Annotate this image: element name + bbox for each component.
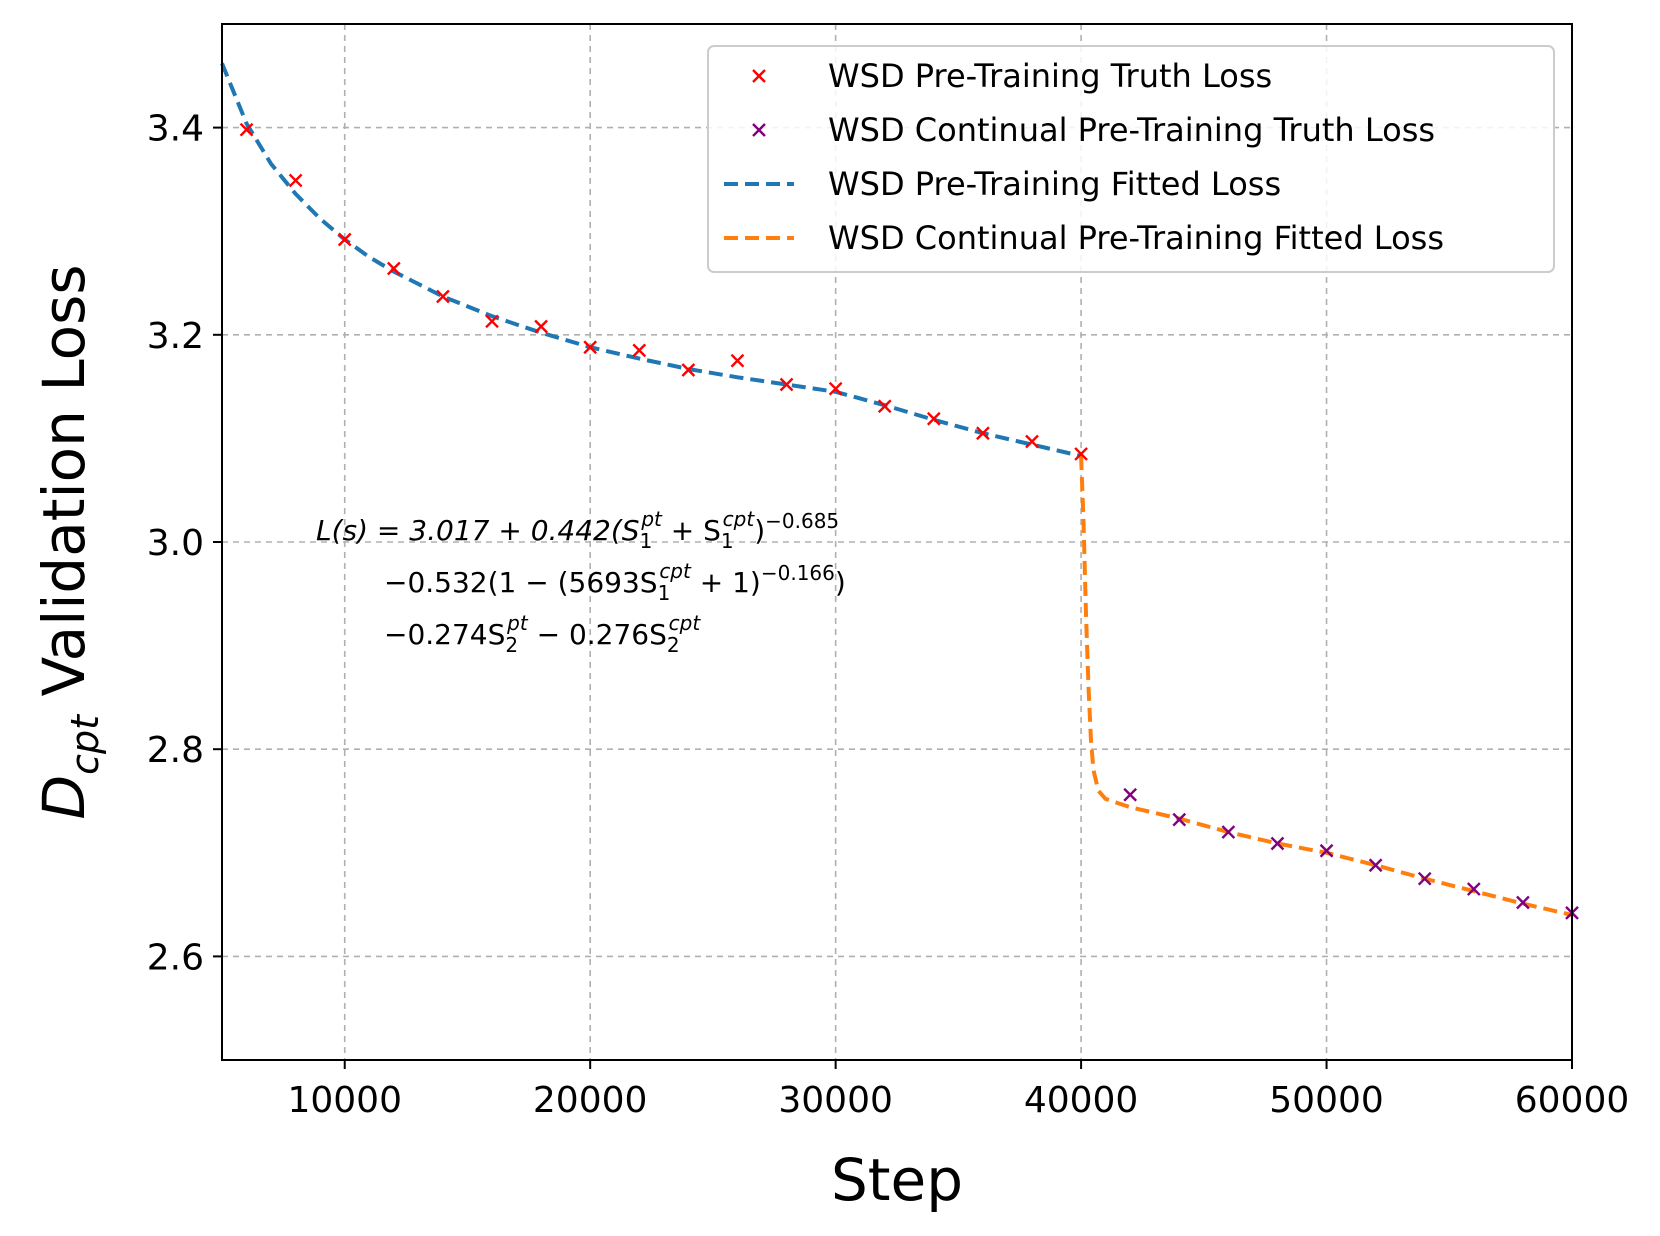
legend-label: WSD Pre-Training Truth Loss xyxy=(828,57,1272,95)
truth-marker-0 xyxy=(583,340,598,355)
x-tick-label: 40000 xyxy=(1024,1080,1139,1121)
truth-marker-0 xyxy=(337,232,352,247)
axis-ticks: 10000 20000 30000 40000 50000 60000 2.6 2.8 3.0 3… xyxy=(147,109,1630,1121)
x-tick-label: 50000 xyxy=(1269,1080,1384,1121)
y-axis-title-rest: Validation Loss xyxy=(30,264,98,715)
truth-marker-0 xyxy=(1074,447,1088,461)
y-axis-title: Dcpt Validation Loss xyxy=(30,264,107,819)
truth-marker-0 xyxy=(534,319,548,334)
legend-entry: WSD Pre-Training Truth Loss xyxy=(752,57,1272,95)
truth-marker-1 xyxy=(1516,895,1530,910)
truth-marker-0 xyxy=(386,261,401,276)
y-tick-label: 3.4 xyxy=(147,109,204,150)
y-tick-label: 2.8 xyxy=(147,730,204,771)
legend: WSD Pre-Training Truth Loss WSD Continual… xyxy=(707,45,1555,273)
truth-marker-1 xyxy=(1123,787,1138,802)
x-tick-label: 10000 xyxy=(287,1080,402,1121)
fit-equation: L(s) = 3.017 + 0.442(S1pt + S1cpt)−0.685… xyxy=(316,507,846,657)
truth-marker-1 xyxy=(1466,882,1481,896)
x-tick-label: 60000 xyxy=(1515,1080,1630,1121)
truth-marker-1 xyxy=(1417,871,1432,886)
y-tick-label: 2.6 xyxy=(147,937,204,978)
x-tick-label: 30000 xyxy=(778,1080,893,1121)
truth-marker-0 xyxy=(828,381,843,396)
truth-marker-0 xyxy=(877,399,892,414)
legend-swatch xyxy=(752,69,766,83)
truth-marker-1 xyxy=(1172,812,1187,827)
truth-marker-0 xyxy=(239,122,254,137)
legend-entry: WSD Pre-Training Fitted Loss xyxy=(724,165,1281,203)
truth-marker-0 xyxy=(926,411,941,426)
truth-marker-0 xyxy=(485,314,499,329)
truth-marker-0 xyxy=(779,377,794,392)
truth-markers xyxy=(239,122,1579,920)
truth-marker-0 xyxy=(730,353,745,368)
truth-marker-1 xyxy=(1270,836,1285,851)
y-axis-title-subscript: cpt xyxy=(63,713,107,775)
legend-box xyxy=(707,45,1555,273)
legend-swatch xyxy=(752,123,766,137)
truth-marker-0 xyxy=(288,173,303,188)
truth-marker-0 xyxy=(976,426,990,441)
legend-entry: WSD Continual Pre-Training Fitted Loss xyxy=(724,219,1444,257)
y-axis-title-main: D xyxy=(30,775,98,820)
y-tick-label: 3.0 xyxy=(147,523,204,564)
truth-marker-0 xyxy=(681,363,696,377)
truth-marker-1 xyxy=(1368,858,1383,873)
truth-marker-1 xyxy=(1319,843,1334,858)
x-tick-label: 20000 xyxy=(533,1080,648,1121)
equation-line-1: L(s) = 3.017 + 0.442(S1pt + S1cpt)−0.685 xyxy=(316,507,839,553)
truth-marker-0 xyxy=(632,343,647,358)
y-tick-label: 3.2 xyxy=(147,316,204,357)
legend-label: WSD Continual Pre-Training Truth Loss xyxy=(828,111,1435,149)
equation-line-2: −0.532(1 − (5693S1cpt + 1)−0.166) xyxy=(384,559,846,605)
truth-marker-0 xyxy=(436,289,450,304)
fitted-line-2 xyxy=(220,62,1082,458)
truth-marker-1 xyxy=(1221,825,1236,839)
x-axis-title: Step xyxy=(831,1146,963,1214)
truth-marker-0 xyxy=(1025,434,1039,449)
legend-entry: WSD Continual Pre-Training Truth Loss xyxy=(752,111,1435,149)
legend-label: WSD Continual Pre-Training Fitted Loss xyxy=(828,219,1444,257)
equation-line-3: −0.274S2pt − 0.276S2cpt xyxy=(384,611,701,657)
legend-label: WSD Pre-Training Fitted Loss xyxy=(828,165,1281,203)
